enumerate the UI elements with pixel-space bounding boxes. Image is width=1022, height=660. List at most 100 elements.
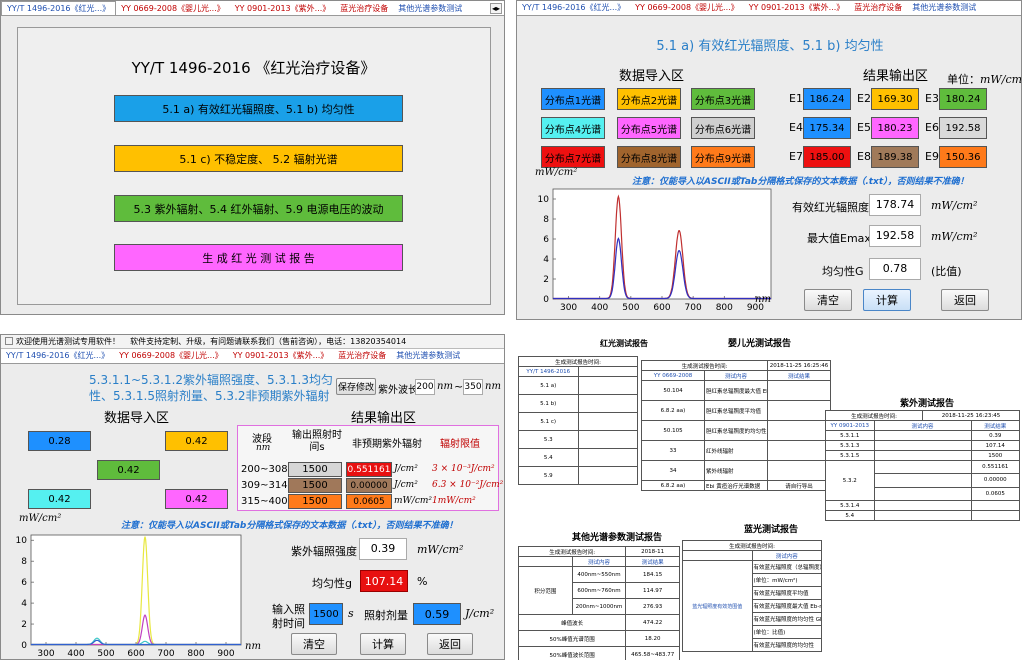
uv-item-2: 5.3.1.3 xyxy=(825,440,875,451)
irradiation-time-input[interactable]: 1500 xyxy=(309,603,343,625)
y-tick-label: 4 xyxy=(21,599,27,609)
result-value-2: 169.30 xyxy=(871,88,919,110)
time-header: 输出照射时间s xyxy=(292,430,342,453)
other-row-4-b: 474.22 xyxy=(625,614,680,631)
blue-group: 蓝光辐照度有效范围值 xyxy=(682,560,753,652)
x-tick-label: 700 xyxy=(157,649,174,659)
import-point-3[interactable]: 0.42 xyxy=(97,460,160,480)
calculate-button[interactable]: 计算 xyxy=(360,633,406,655)
distribution-point-3-button[interactable]: 分布点3光谱 xyxy=(691,88,755,110)
other-row-3-b: 276.93 xyxy=(625,598,680,615)
calculate-button[interactable]: 计算 xyxy=(863,289,911,311)
blue-row-3: 有效蓝光辐照度平均值 xyxy=(751,586,822,600)
tab-uv[interactable]: YY 0901-2013《紫外...》 xyxy=(234,4,331,13)
tab-uv[interactable]: YY 0901-2013《紫外...》 xyxy=(748,3,845,12)
distribution-point-5-button[interactable]: 分布点5光谱 xyxy=(617,117,681,139)
distribution-point-9-button[interactable]: 分布点9光谱 xyxy=(691,146,755,168)
other-time-label: 生成测试报告时间: xyxy=(517,546,627,557)
infant-report-table: 生成测试报告时间: 2018-11-25 16:25:46 YY 0669-200… xyxy=(641,360,831,491)
infant-time-label: 生成测试报告时间: xyxy=(641,360,768,371)
tab-other-spectrum[interactable]: 其他光谱参数测试 xyxy=(396,351,461,360)
distribution-point-2-button[interactable]: 分布点2光谱 xyxy=(617,88,681,110)
import-point-4[interactable]: 0.42 xyxy=(28,489,91,509)
blue-row-7: 有效蓝光辐照度的均匀性 xyxy=(751,638,822,652)
infant-text-4: 红外线辐射 xyxy=(704,440,768,461)
tab-other-spectrum[interactable]: 其他光谱参数测试 xyxy=(912,3,977,12)
blue-row-4: 有效蓝光辐照度最大值 Eb-max xyxy=(751,599,822,613)
result-value-4: 175.34 xyxy=(803,117,851,139)
uv-to-input[interactable]: 350 xyxy=(463,379,483,395)
tab-infant-light[interactable]: YY 0669-2008《婴儿光...》 xyxy=(635,3,739,12)
x-tick-label: 700 xyxy=(685,303,702,313)
uv-text-5 xyxy=(873,473,972,488)
effective-irradiance-button[interactable]: 5.1 a) 有效红光辐照度、5.1 b) 均匀性 xyxy=(114,95,403,122)
limit-3: 1mW/cm² xyxy=(432,496,476,506)
uv-from-input[interactable]: 200 xyxy=(415,379,435,395)
uv-value-2: 0.00000 xyxy=(346,478,392,493)
distribution-point-4-button[interactable]: 分布点4光谱 xyxy=(541,117,605,139)
blue-row-6: (单位：比值) xyxy=(751,625,822,639)
distribution-point-1-button[interactable]: 分布点1光谱 xyxy=(541,88,605,110)
infant-item-1: 50.104 xyxy=(641,380,705,401)
tab-blue-light[interactable]: 蓝光治疗设备 xyxy=(338,351,387,360)
import-area-title: 数据导入区 xyxy=(104,411,170,426)
uniformity-label: 均匀性g xyxy=(312,577,352,590)
import-area-title: 数据导入区 xyxy=(619,69,685,84)
tab-red-light[interactable]: YY/T 1496-2016《红光...》 xyxy=(6,351,110,360)
infant-report-title: 婴儿光测试报告 xyxy=(728,339,792,349)
max-value-label: 最大值Emax xyxy=(807,232,871,245)
time-1: 1500 xyxy=(288,462,342,477)
distribution-point-8-button[interactable]: 分布点8光谱 xyxy=(617,146,681,168)
result-value-8: 189.38 xyxy=(871,146,919,168)
uv-header: 非预期紫外辐射 xyxy=(352,439,422,450)
distribution-point-6-button[interactable]: 分布点6光谱 xyxy=(691,117,755,139)
tab-scroll-icon[interactable]: ◂▸ xyxy=(489,3,502,14)
uv-item-3: 5.3.1.5 xyxy=(825,450,875,461)
limit-2: 6.3 × 10⁻²J/cm² xyxy=(432,480,504,490)
back-button[interactable]: 返回 xyxy=(941,289,989,311)
result-value-9: 150.36 xyxy=(939,146,987,168)
import-point-1[interactable]: 0.28 xyxy=(28,431,91,451)
generate-red-report-button[interactable]: 生 成 红 光 测 试 报 告 xyxy=(114,244,403,271)
tab-blue-light[interactable]: 蓝光治疗设备 xyxy=(340,4,389,13)
infant-std: YY 0669-2008 xyxy=(641,370,705,381)
section-title: 5.1 a) 有效红光辐照度、5.1 b) 均匀性 xyxy=(656,39,884,54)
infant-val-2 xyxy=(767,400,831,421)
result-label-6: E6 xyxy=(925,121,939,134)
other-row-6-a: 50%峰值波长范围 xyxy=(517,646,627,660)
tab-infant-light[interactable]: YY 0669-2008《婴儿光...》 xyxy=(121,4,225,13)
other-row-1-b: 184.15 xyxy=(625,566,680,583)
clear-button[interactable]: 清空 xyxy=(291,633,337,655)
infant-val-5 xyxy=(767,460,831,481)
uniformity-unit: % xyxy=(417,575,428,588)
uv-irradiance-unit: mW/cm² xyxy=(417,543,464,556)
tab-blue-light[interactable]: 蓝光治疗设备 xyxy=(854,3,903,12)
uv-ir-voltage-button[interactable]: 5.3 紫外辐射、5.4 红外辐射、5.9 电源电压的波动 xyxy=(114,195,403,222)
tab-other-spectrum[interactable]: 其他光谱参数测试 xyxy=(398,4,463,13)
red-item-4: 5.3 xyxy=(518,430,579,449)
back-button[interactable]: 返回 xyxy=(427,633,473,655)
tab-red-light[interactable]: YY/T 1496-2016《红光...》 xyxy=(522,3,626,12)
result-label-7: E7 xyxy=(789,150,803,163)
import-point-5[interactable]: 0.42 xyxy=(165,489,228,509)
import-point-2[interactable]: 0.42 xyxy=(165,431,228,451)
uv-time-label: 生成测试报告时间: xyxy=(825,410,923,421)
other-row-5-a: 50%峰值光谱范围 xyxy=(517,630,627,647)
time-label-2: 射时间 xyxy=(272,617,305,630)
tab-infant-light[interactable]: YY 0669-2008《婴儿光...》 xyxy=(119,351,223,360)
uv-report-table: 生成测试报告时间: 2018-11-25 16:23:45 YY 0901-201… xyxy=(825,410,1020,521)
tab-red-light[interactable]: YY/T 1496-2016《红光...》 xyxy=(1,1,117,15)
blue-time-label: 生成测试报告时间: xyxy=(682,540,822,551)
infant-text-2: 胆红素总辐照度平均值 xyxy=(704,400,768,421)
tab-uv[interactable]: YY 0901-2013《紫外...》 xyxy=(232,351,329,360)
panel-red-light-main: YY/T 1496-2016《红光...》 YY 0669-2008《婴儿光...… xyxy=(0,0,505,315)
instability-spectrum-button[interactable]: 5.1 c) 不稳定度、 5.2 辐射光谱 xyxy=(114,145,403,172)
distribution-point-7-button[interactable]: 分布点7光谱 xyxy=(541,146,605,168)
clear-button[interactable]: 清空 xyxy=(804,289,852,311)
infant-text-3: 胆红素总辐照度的均匀性 Gb xyxy=(704,420,768,441)
window-note: 软件支持定制、升级，有问题请联系我们（售前咨询），电话：13820354014 xyxy=(130,337,407,346)
save-changes-button[interactable]: 保存修改 xyxy=(336,378,376,395)
band-3: 315~400 xyxy=(241,496,288,507)
x-tick-label: 300 xyxy=(560,303,577,313)
other-time: 2018-11 xyxy=(625,546,680,557)
